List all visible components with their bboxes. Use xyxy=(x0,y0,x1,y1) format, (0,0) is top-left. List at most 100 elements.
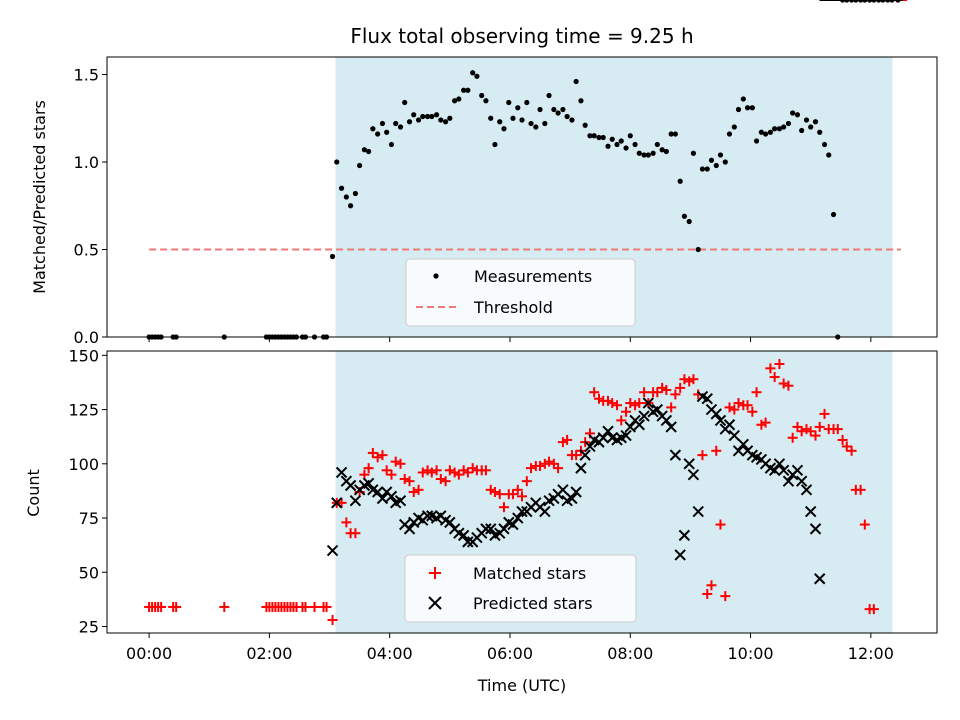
predicted-star-point xyxy=(804,505,817,518)
predicted-star-point xyxy=(701,393,713,405)
measurement-point xyxy=(618,138,624,144)
predicted-star-point xyxy=(782,475,795,487)
legend-predicted-label: Predicted stars xyxy=(473,594,593,613)
measurement-point xyxy=(510,115,516,121)
predicted-star-point xyxy=(660,414,673,427)
measurement-point xyxy=(361,147,368,153)
measurement-point xyxy=(347,203,354,209)
predicted-star-point xyxy=(344,479,357,492)
measurement-point xyxy=(699,166,706,172)
top-x-ticks xyxy=(148,337,872,342)
matched-star-point xyxy=(507,489,518,500)
measurement-point xyxy=(542,120,548,127)
measurement-point xyxy=(524,99,530,106)
predicted-star-point xyxy=(669,449,682,461)
measurement-point xyxy=(429,113,435,120)
matched-star-point xyxy=(832,424,843,435)
predicted-star-point xyxy=(403,523,416,535)
measurement-point xyxy=(424,113,431,120)
matched-star-point xyxy=(769,372,780,383)
matched-star-point xyxy=(395,458,406,469)
measurement-point xyxy=(560,106,566,113)
bottom-y-tick-label: 75 xyxy=(79,509,99,528)
predicted-star-point xyxy=(642,397,655,409)
measurement-point xyxy=(790,110,796,116)
matched-star-point xyxy=(309,601,320,612)
x-tick-label: 08:00 xyxy=(607,644,653,663)
predicted-star-point xyxy=(349,494,362,507)
matched-star-point xyxy=(517,491,527,502)
measurement-point xyxy=(821,141,828,148)
measurement-point xyxy=(708,157,715,163)
matched-star-point xyxy=(521,476,532,487)
measurement-point xyxy=(686,218,692,225)
predicted-star-point xyxy=(651,403,664,416)
measurement-point xyxy=(479,92,485,99)
predicted-star-point xyxy=(566,492,578,505)
predicted-star-point xyxy=(737,438,750,450)
measurement-point xyxy=(817,129,823,135)
predicted-star-point xyxy=(814,573,826,585)
predicted-star-point xyxy=(665,421,677,433)
measurement-point xyxy=(357,162,363,169)
measurement-point xyxy=(497,119,503,125)
top-legend: Measurements Threshold xyxy=(405,258,636,327)
measurement-point xyxy=(564,113,570,120)
predicted-star-point xyxy=(539,505,551,518)
bottom-y-tick-label: 150 xyxy=(68,346,99,365)
predicted-star-point xyxy=(385,490,398,503)
matched-star-point xyxy=(724,402,735,413)
measurement-point xyxy=(587,133,593,139)
predicted-star-point xyxy=(624,421,636,433)
measurement-point xyxy=(735,106,742,113)
measurement-point xyxy=(415,117,422,123)
predicted-star-point xyxy=(800,484,813,496)
measurement-point xyxy=(830,211,837,218)
predicted-star-point xyxy=(683,458,695,470)
matched-star-point xyxy=(868,604,879,615)
matched-star-point xyxy=(372,452,383,463)
measurement-point xyxy=(406,119,413,125)
legend-measurements-label: Measurements xyxy=(474,267,592,286)
matched-star-point xyxy=(480,465,491,476)
measurement-point xyxy=(627,133,633,139)
matched-star-point xyxy=(621,406,632,417)
measurement-point xyxy=(443,119,449,125)
matched-star-point xyxy=(462,467,473,478)
legend-matched-label: Matched stars xyxy=(473,564,586,583)
predicted-star-point xyxy=(597,432,609,444)
measurement-point xyxy=(609,136,615,142)
top-y-tick-label: 1.0 xyxy=(74,153,99,172)
measurement-point xyxy=(483,98,489,104)
predicted-star-point xyxy=(728,429,741,442)
measurement-point xyxy=(582,122,588,128)
measurement-point xyxy=(433,112,440,118)
matched-star-point xyxy=(390,456,401,467)
predicted-star-point xyxy=(376,492,389,505)
matched-star-point xyxy=(526,463,537,474)
measurement-point xyxy=(393,120,399,127)
bottom-y-tick-label: 25 xyxy=(79,617,99,636)
top-axes-frame xyxy=(106,56,938,338)
matched-star-point xyxy=(675,382,686,393)
x-tick-label: 00:00 xyxy=(126,644,172,663)
predicted-star-point xyxy=(723,419,736,431)
measurement-point xyxy=(470,70,476,76)
measurement-point xyxy=(753,138,760,144)
matched-star-point xyxy=(612,400,623,411)
measurement-point xyxy=(379,120,386,127)
top-y-tick-label: 1.5 xyxy=(74,66,99,85)
measurement-point xyxy=(717,152,724,158)
measurement-point xyxy=(749,105,755,111)
matched-star-point xyxy=(589,387,600,398)
measurement-point xyxy=(338,185,345,191)
top-y-tick-label: 0.5 xyxy=(74,241,99,260)
matched-star-point xyxy=(341,517,352,528)
measurement-point xyxy=(767,129,773,135)
measurement-point xyxy=(654,141,660,148)
measurement-point xyxy=(776,126,783,132)
matched-star-point xyxy=(787,432,798,443)
predicted-star-point xyxy=(362,477,375,490)
predicted-star-point xyxy=(795,475,808,487)
matched-star-point xyxy=(300,601,311,612)
